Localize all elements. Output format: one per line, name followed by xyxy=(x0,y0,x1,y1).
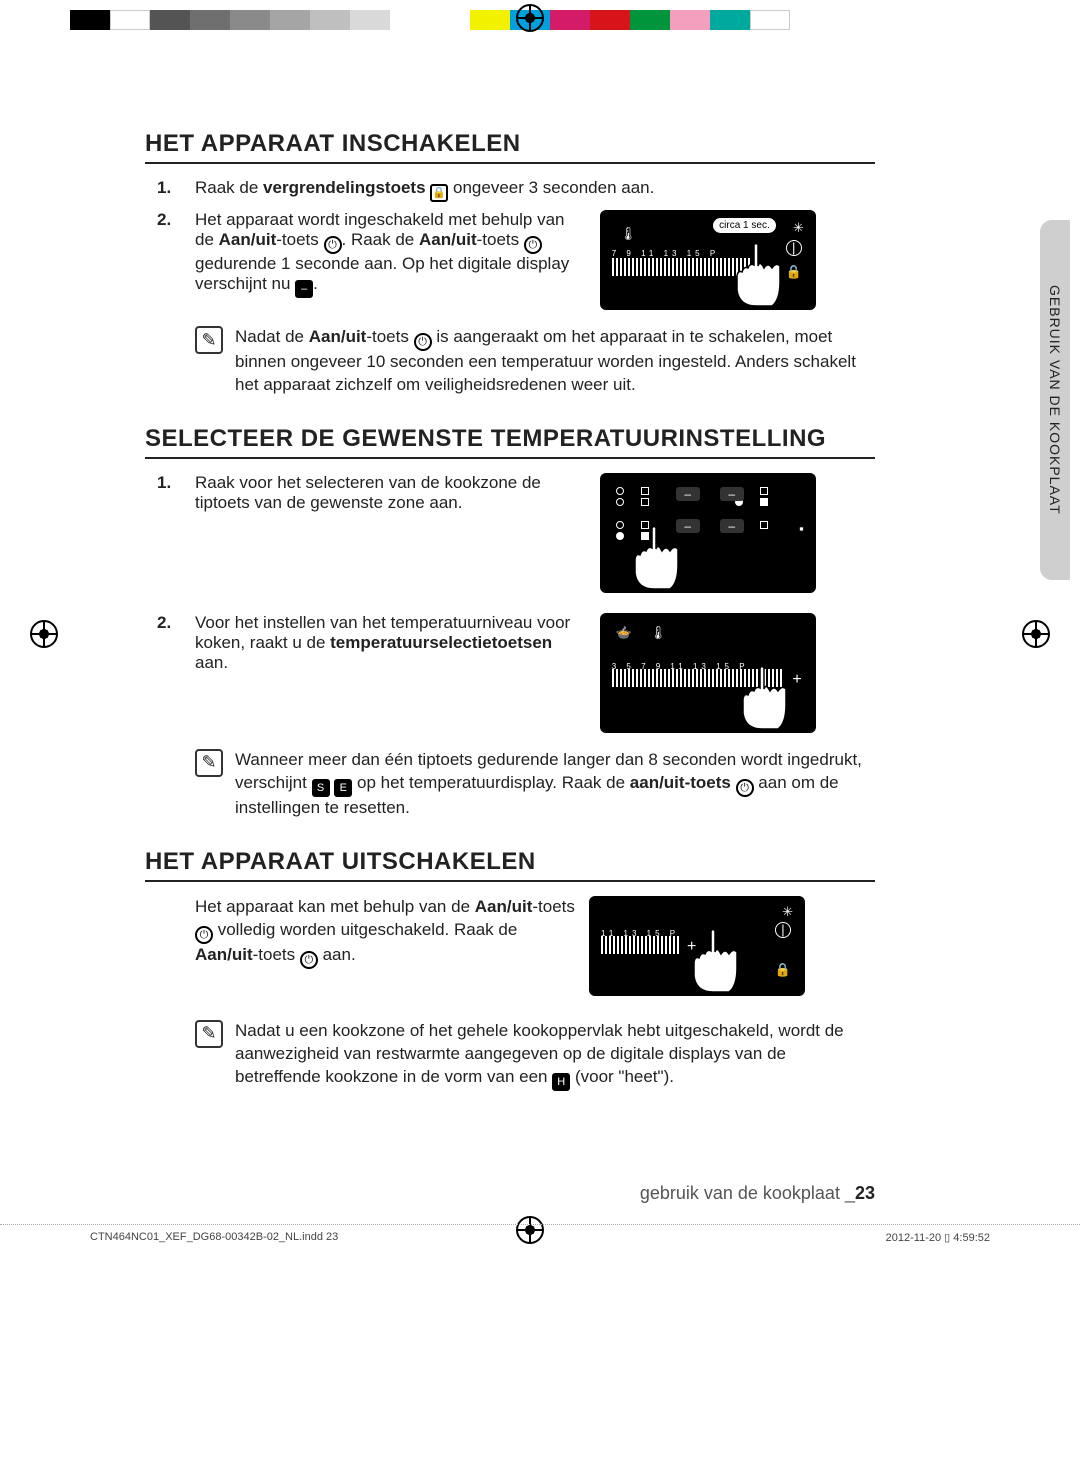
heading: SELECTEER DE GEWENSTE TEMPERATUURINSTELL… xyxy=(145,425,875,459)
power-icon: | xyxy=(786,240,802,256)
step-number: 1. xyxy=(157,178,171,198)
step-1: 1. Raak voor het selecteren van de kookz… xyxy=(195,473,875,593)
note-icon: ✎ xyxy=(195,749,223,777)
paragraph: Het apparaat kan met behulp van de Aan/u… xyxy=(145,896,575,969)
print-date: 2012-11-20 ▯ 4:59:52 xyxy=(886,1231,990,1244)
text: Voor het instellen van het temperatuurni… xyxy=(195,613,585,673)
registration-mark-icon xyxy=(30,620,58,648)
hand-pointer-icon xyxy=(681,926,741,996)
display-h-icon: H xyxy=(552,1073,570,1091)
note-icon: ✎ xyxy=(195,326,223,354)
section-power-off: HET APPARAAT UITSCHAKELEN Het apparaat k… xyxy=(145,848,875,1091)
hand-pointer-icon xyxy=(730,663,790,733)
power-icon: ⏻ xyxy=(324,236,342,254)
display-dash-icon: – xyxy=(295,280,313,298)
text: Raak de vergrendelingstoets 🔒 ongeveer 3… xyxy=(195,178,654,197)
step-1: 1. Raak de vergrendelingstoets 🔒 ongevee… xyxy=(195,178,875,202)
heat-icon: 🌡 xyxy=(620,226,637,242)
illustration-panel-3: 🍲 🌡 3 5 7 9 11 13 15 P + xyxy=(600,613,816,733)
temp-icon: 🌡 xyxy=(650,625,667,641)
display-s-icon: S xyxy=(312,779,330,797)
chapter-tab: GEBRUIK VAN DE KOOKPLAAT xyxy=(1040,220,1070,580)
text: Raak voor het selecteren van de kookzone… xyxy=(195,473,585,513)
display-e-icon: E xyxy=(334,779,352,797)
slider-bar xyxy=(601,936,681,954)
note-icon: ✎ xyxy=(195,1020,223,1048)
lock-icon: 🔒 xyxy=(430,184,448,202)
imprint-footer: CTN464NC01_XEF_DG68-00342B-02_NL.indd 23… xyxy=(0,1224,1080,1244)
hand-pointer-icon xyxy=(724,240,784,310)
lock-icon: 🔒 xyxy=(775,962,791,978)
note-text: Nadat de Aan/uit-toets ⏻ is aangeraakt o… xyxy=(235,326,875,397)
dot-icon: ▪ xyxy=(799,521,804,536)
scale-numbers: 7 9 11 13 15 P xyxy=(612,249,719,258)
display-icon: – xyxy=(676,487,700,501)
display-icon: – xyxy=(720,519,744,533)
power-icon: | xyxy=(775,922,791,938)
hand-pointer-icon xyxy=(622,523,682,593)
brightness-icon: ✳ xyxy=(793,220,804,236)
note-text: Wanneer meer dan één tiptoets gedurende … xyxy=(235,749,875,820)
page-number: 23 xyxy=(855,1183,875,1203)
power-icon: ⏻ xyxy=(524,236,542,254)
registration-mark-icon xyxy=(1022,620,1050,648)
power-icon: ⏻ xyxy=(736,779,754,797)
chapter-label: GEBRUIK VAN DE KOOKPLAAT xyxy=(1047,285,1063,515)
page-footer: gebruik van de kookplaat _23 xyxy=(145,1183,875,1204)
step-number: 2. xyxy=(157,210,171,230)
section-power-on: HET APPARAAT INSCHAKELEN 1. Raak de verg… xyxy=(145,130,875,397)
note: ✎ Wanneer meer dan één tiptoets gedurend… xyxy=(145,749,875,820)
footer-text: gebruik van de kookplaat _ xyxy=(640,1183,855,1203)
callout: circa 1 sec. xyxy=(713,218,776,233)
note-text: Nadat u een kookzone of het gehele kooko… xyxy=(235,1020,875,1091)
step-number: 1. xyxy=(157,473,171,493)
note: ✎ Nadat de Aan/uit-toets ⏻ is aangeraakt… xyxy=(145,326,875,397)
brightness-icon: ✳ xyxy=(782,904,793,920)
lock-icon: 🔒 xyxy=(786,264,802,280)
illustration-panel-2: – – – – ▪ xyxy=(600,473,816,593)
section-select-temp: SELECTEER DE GEWENSTE TEMPERATUURINSTELL… xyxy=(145,425,875,820)
note: ✎ Nadat u een kookzone of het gehele koo… xyxy=(145,1020,875,1091)
registration-mark-icon xyxy=(516,4,544,32)
illustration-panel-1: circa 1 sec. 🌡 ✳ 7 9 11 13 15 P + | 🔒 xyxy=(600,210,816,310)
heading: HET APPARAAT INSCHAKELEN xyxy=(145,130,875,164)
text: Het apparaat wordt ingeschakeld met behu… xyxy=(195,210,585,298)
step-2: 2. Voor het instellen van het temperatuu… xyxy=(195,613,875,733)
source-file: CTN464NC01_XEF_DG68-00342B-02_NL.indd 23 xyxy=(90,1231,338,1244)
illustration-panel-4: ✳ | 🔒 11 13 15 P + xyxy=(589,896,805,996)
power-icon: ⏻ xyxy=(195,926,213,944)
heading: HET APPARAAT UITSCHAKELEN xyxy=(145,848,875,882)
heat-icon: 🍲 xyxy=(616,625,632,641)
display-icon: – xyxy=(720,487,744,501)
step-2: 2. Het apparaat wordt ingeschakeld met b… xyxy=(195,210,875,310)
zone-icons xyxy=(616,487,663,506)
print-color-bar xyxy=(70,10,790,30)
plus-icon: + xyxy=(792,671,801,689)
power-icon: ⏻ xyxy=(414,333,432,351)
power-icon: ⏻ xyxy=(300,951,318,969)
step-number: 2. xyxy=(157,613,171,633)
